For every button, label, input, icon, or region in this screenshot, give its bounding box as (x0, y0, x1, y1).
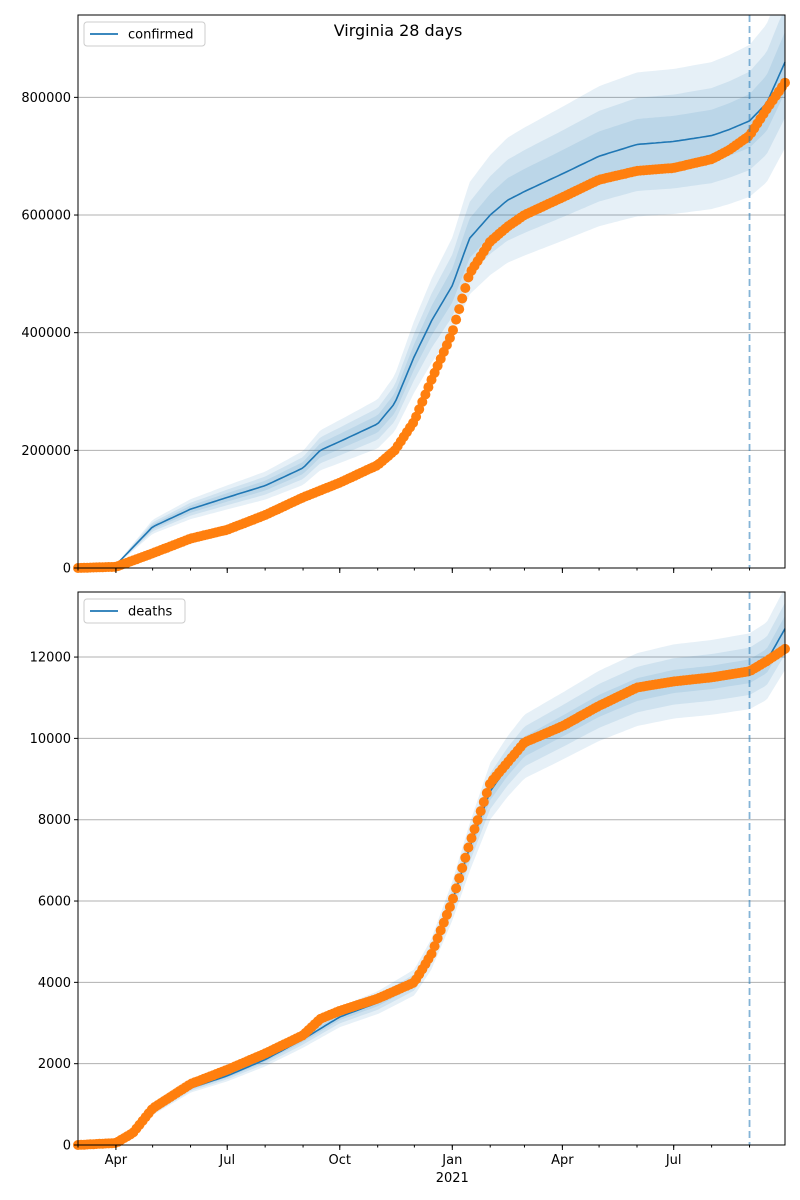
y-tick-label: 200000 (21, 444, 71, 459)
y-tick-label: 0 (63, 1139, 71, 1154)
y-tick-label: 400000 (21, 326, 71, 341)
legend-box (83, 598, 186, 624)
uncertainty-band-0 (78, 592, 785, 1145)
x-tick-label: Jul (665, 1153, 682, 1168)
legend-box (83, 21, 206, 47)
observed-point (475, 806, 486, 817)
observed-point (444, 333, 455, 343)
observed-point (472, 815, 483, 826)
observed-point (451, 883, 462, 894)
y-tick-label: 0 (63, 562, 71, 577)
legend: deaths (83, 598, 186, 624)
legend: confirmed (83, 21, 206, 47)
observed-point (435, 925, 446, 936)
x-tick-label: Jul (218, 1153, 235, 1168)
observed-point (448, 893, 458, 904)
x-tick-label: Apr (105, 1153, 128, 1168)
observed-point (457, 863, 468, 873)
y-tick-label: 2000 (38, 1057, 71, 1072)
uncertainty-band-2 (78, 31, 785, 568)
x-tick-label: Jan (441, 1153, 462, 1168)
x-tick-label: Oct (329, 1153, 351, 1168)
observed-point (469, 824, 480, 835)
axes-frame (77, 591, 786, 1146)
observed-point (444, 902, 455, 912)
observed-series (73, 77, 790, 573)
observed-point (466, 833, 477, 844)
y-tick-label: 8000 (38, 813, 71, 828)
observed-point (429, 941, 440, 952)
legend-label: confirmed (128, 28, 194, 43)
deaths-panel: 0 2000 4000 6000 8000 10000 12000 Apr Jul Oct Jan A… (30, 591, 790, 1186)
legend-label: deaths (128, 605, 173, 620)
observed-point (457, 293, 468, 304)
y-tick-label: 800000 (21, 91, 71, 106)
chart-title: Virginia 28 days (334, 21, 463, 40)
confirmed-panel: 0 200000 400000 600000 800000 confirmed (21, 14, 790, 577)
observed-point (451, 314, 462, 325)
y-tick-label: 6000 (38, 895, 71, 910)
observed-point (426, 948, 437, 959)
axes-frame (77, 14, 786, 569)
observed-point (460, 283, 471, 293)
observed-point (441, 909, 452, 920)
uncertainty-band-2 (78, 615, 785, 1145)
observed-point (463, 842, 474, 853)
x-year-label: 2021 (436, 1171, 469, 1186)
observed-point (432, 933, 443, 944)
observed-point (454, 873, 465, 884)
observed-point (454, 304, 465, 315)
observed-point (460, 852, 471, 863)
x-tick-label: Apr (551, 1153, 574, 1168)
uncertainty-band-1 (78, 602, 785, 1145)
y-tick-label: 4000 (38, 976, 71, 991)
model-line (77, 61, 786, 569)
observed-series (73, 643, 790, 1150)
observed-point (478, 797, 489, 807)
observed-point (438, 917, 449, 928)
y-tick-label: 12000 (30, 651, 71, 666)
y-tick-label: 600000 (21, 209, 71, 224)
y-tick-label: 10000 (30, 732, 71, 747)
observed-point (448, 325, 458, 336)
observed-point (481, 788, 492, 798)
